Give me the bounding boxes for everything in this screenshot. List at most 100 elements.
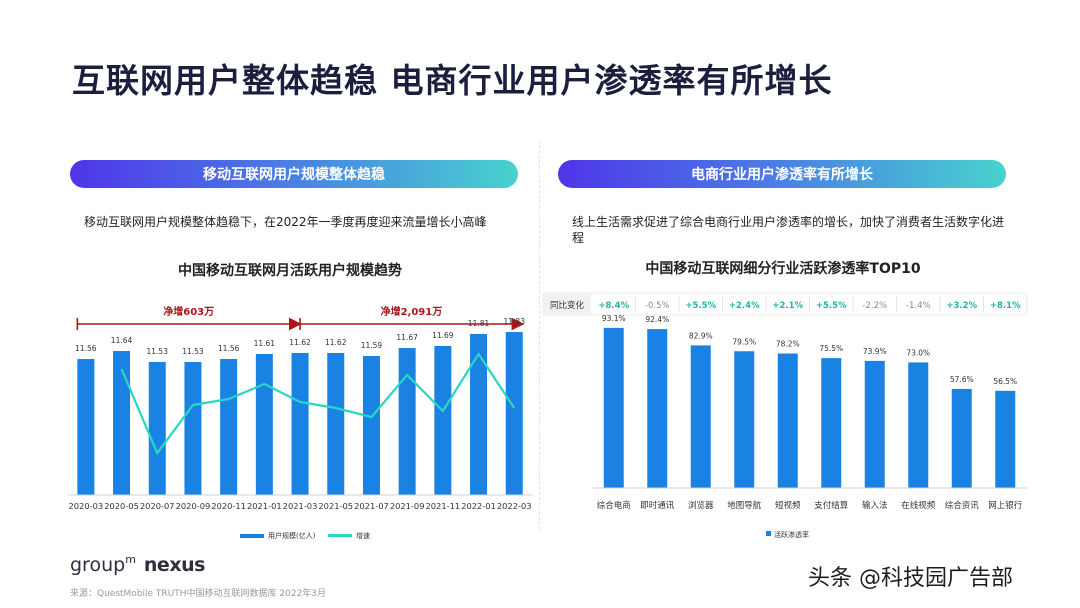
legend-label: 活跃渗透率 [774, 530, 809, 539]
toutiao-watermark: 头条 @科技园广告部 [808, 566, 1013, 591]
penetration-bar-label: 93.1% [602, 314, 626, 323]
penetration-bar [951, 388, 972, 488]
penetration-bar-label: 82.9% [689, 331, 713, 340]
logo-nexus: nexus [143, 554, 206, 576]
mau-bar [470, 334, 488, 495]
penetration-bar [995, 390, 1016, 488]
yoy-value: -0.5% [645, 301, 670, 311]
mau-bar [362, 356, 380, 495]
x-tick-label: 2020-07 [140, 501, 175, 511]
x-tick-label: 2021-07 [354, 501, 389, 511]
yoy-label: 同比变化 [550, 300, 585, 311]
mau-bar-label: 11.59 [361, 341, 383, 350]
mau-bar [184, 362, 202, 495]
logo-group: groupm [70, 553, 136, 576]
penetration-bar [647, 329, 668, 488]
legend-swatch [766, 531, 771, 536]
mau-bar-label: 11.83 [504, 317, 526, 326]
penetration-bar [821, 358, 842, 488]
category-label: 输入法 [862, 500, 888, 511]
category-label: 综合电商 [597, 500, 631, 511]
category-label: 浏览器 [688, 500, 714, 511]
mau-bar [434, 346, 452, 495]
yoy-value: +3.2% [946, 301, 977, 311]
x-tick-label: 2020-11 [211, 501, 246, 511]
right-chart-title: 中国移动互联网细分行业活跃渗透率TOP10 [645, 261, 921, 277]
growth-rate-line [120, 351, 516, 456]
mau-bar-label: 11.67 [396, 333, 418, 342]
category-label: 短视频 [775, 500, 801, 511]
category-label: 在线视频 [901, 500, 936, 511]
mau-bar [505, 332, 523, 495]
x-tick-label: 2021-03 [283, 501, 318, 511]
yoy-value: +2.4% [729, 301, 760, 311]
mau-bar [220, 359, 238, 495]
right-pill-label: 电商行业用户渗透率有所增长 [691, 167, 873, 183]
mau-bar-label: 11.69 [432, 331, 454, 340]
groupm-nexus-logo: groupm nexus [70, 553, 206, 576]
x-tick-label: 2020-03 [69, 501, 104, 511]
x-tick-label: 2022-01 [461, 501, 496, 511]
mau-bar-label: 11.53 [182, 347, 204, 356]
penetration-bar [864, 360, 885, 488]
mau-bar-label: 11.62 [325, 338, 347, 347]
left-chart-title: 中国移动互联网月活跃用户规模趋势 [178, 263, 402, 279]
category-label: 网上银行 [988, 500, 1023, 511]
x-tick-label: 2020-09 [176, 501, 211, 511]
mau-bar-label: 11.53 [147, 347, 169, 356]
right-description: 线上生活需求促进了综合电商行业用户渗透率的增长，加快了消费者生活数字化进程 [572, 215, 1005, 245]
yoy-value: -2.2% [862, 301, 887, 311]
mau-bar [327, 353, 345, 495]
mau-bar-label: 11.81 [468, 319, 490, 328]
x-tick-label: 2021-01 [247, 501, 282, 511]
mau-bar-label: 11.64 [111, 336, 133, 345]
penetration-top10-chart: 同比变化 +8.4% -0.5% +5.5% +2.4% +2.1% +5.5% -2.2% -… [542, 292, 1028, 539]
mau-bar [148, 362, 166, 495]
right-section-pill: 电商行业用户渗透率有所增长 [558, 160, 1006, 188]
mau-bar [398, 348, 416, 495]
mau-bar [291, 353, 309, 495]
net-growth-label: 净增2,091万 [381, 305, 443, 318]
penetration-bar-label: 75.5% [819, 344, 843, 353]
page-title: 互联网用户整体趋稳 电商行业用户渗透率有所增长 [72, 61, 833, 100]
penetration-bar-label: 73.0% [906, 348, 930, 357]
legend-swatch-line [328, 534, 352, 537]
mau-bar-label: 11.56 [218, 344, 240, 353]
x-tick-label: 2021-09 [390, 501, 425, 511]
penetration-bar-label: 73.9% [863, 347, 887, 356]
x-tick-label: 2020-05 [104, 501, 139, 511]
yoy-value: +5.5% [685, 301, 716, 311]
source-note: 来源：QuestMobile TRUTH中国移动互联网数据库 2022年3月 [70, 589, 327, 599]
penetration-bar [734, 351, 755, 488]
mau-bar [77, 359, 95, 495]
yoy-value: +8.1% [990, 301, 1021, 311]
legend-swatch-bar [240, 534, 264, 538]
yoy-value: +8.4% [598, 301, 629, 311]
mau-bar-label: 11.62 [289, 338, 311, 347]
left-pill-label: 移动互联网用户规模整体趋稳 [203, 167, 385, 183]
left-description: 移动互联网用户规模整体趋稳下，在2022年一季度再度迎来流量增长小高峰 [84, 215, 487, 229]
net-growth-label: 净增603万 [163, 305, 214, 318]
penetration-bar [777, 353, 798, 488]
penetration-bar-label: 56.5% [993, 377, 1017, 386]
x-tick-label: 2022-03 [497, 501, 532, 511]
yoy-header-cell [543, 293, 591, 315]
category-label: 支付结算 [814, 500, 849, 511]
penetration-bar-label: 57.6% [950, 375, 974, 384]
penetration-bar [603, 327, 624, 488]
yoy-value: +2.1% [772, 301, 803, 311]
x-tick-label: 2021-11 [426, 501, 461, 511]
yoy-value: -1.4% [906, 301, 931, 311]
penetration-bar [690, 345, 711, 488]
mau-bar [113, 351, 131, 495]
legend-label-bar: 用户规模(亿人) [268, 531, 316, 540]
panel-divider [539, 140, 540, 530]
mau-bar-label: 11.61 [254, 339, 276, 348]
category-label: 即时通讯 [640, 500, 675, 511]
x-tick-label: 2021-05 [318, 501, 353, 511]
legend-label-line: 增速 [356, 531, 370, 540]
category-label: 综合资讯 [945, 500, 980, 511]
penetration-bar [908, 362, 929, 488]
category-label: 地图导航 [727, 500, 762, 511]
penetration-bar-label: 78.2% [776, 339, 800, 348]
